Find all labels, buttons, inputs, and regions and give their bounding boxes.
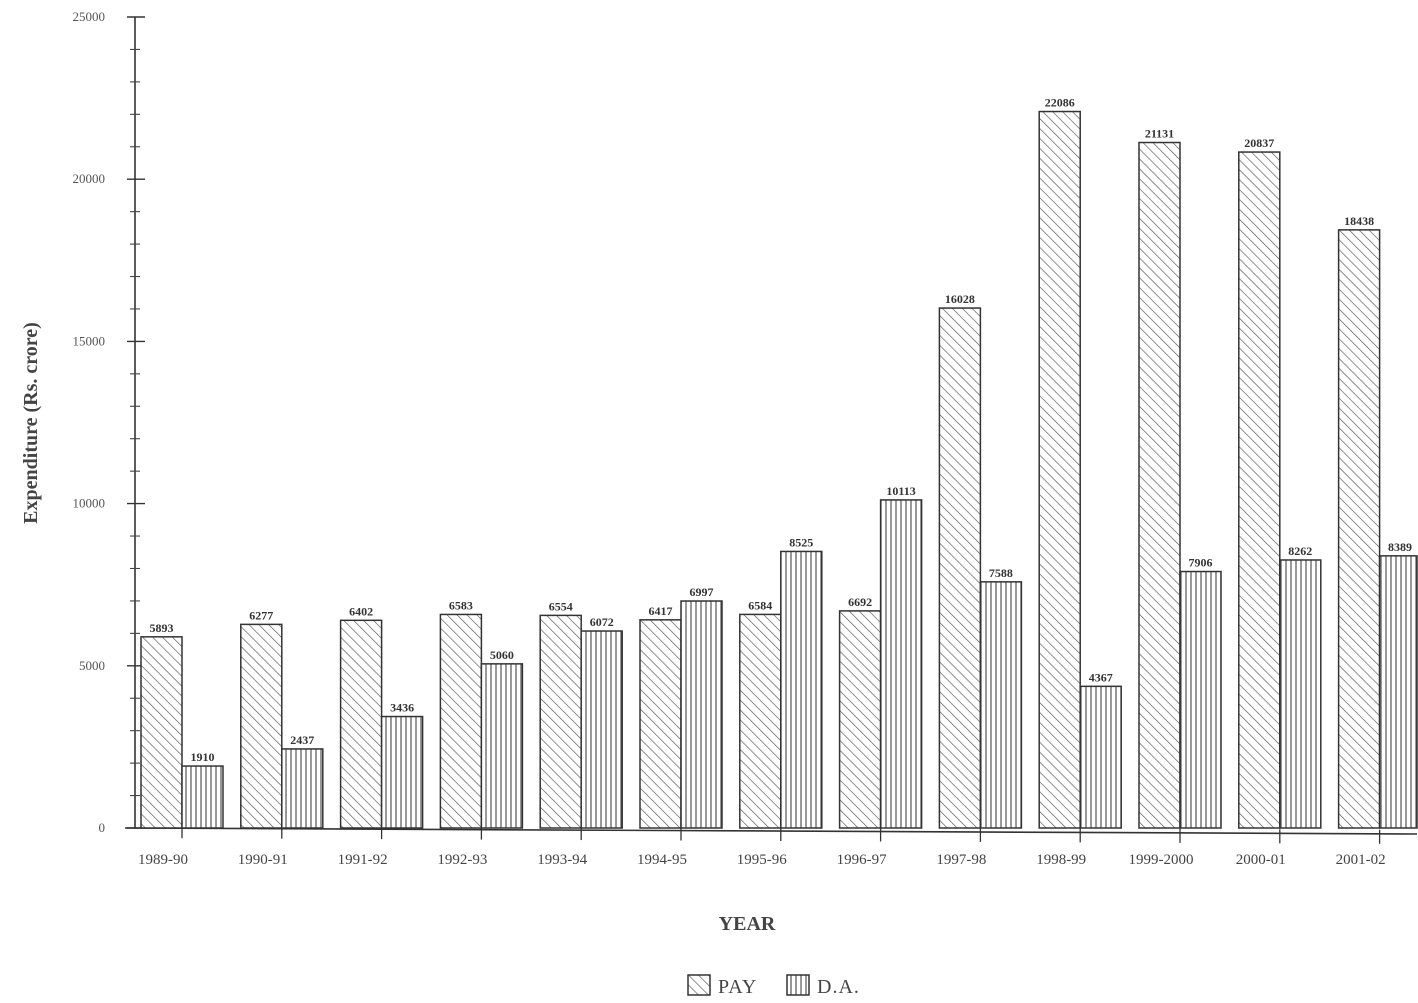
bar-pay [140,636,183,829]
data-label-pay: 21131 [1145,127,1174,141]
x-tick-label: 2001-02 [1336,852,1386,868]
bar-da [680,600,723,829]
y-tick-label: 10000 [73,496,106,511]
data-label-pay: 18438 [1344,214,1374,228]
data-label-da: 8525 [789,535,813,549]
bar-da [181,765,224,829]
data-label-pay: 6417 [649,604,673,618]
x-tick-label: 1989-90 [138,852,188,868]
data-label-pay: 6277 [249,608,273,622]
data-label-da: 10113 [886,484,915,498]
y-axis-title: Expenditure (Rs. crore) [20,322,42,524]
data-label-da: 8389 [1388,540,1412,554]
bar-pay [639,619,682,829]
x-tick-label: 1998-99 [1036,852,1086,868]
data-label-da: 4367 [1089,670,1113,684]
data-labels: 5893 6277 6402 6583 6554 6417 6584 6692 16028 220… [150,96,1413,765]
data-label-pay: 5893 [150,621,174,635]
x-axis: 1989-90 1990-91 1991-92 1992-93 1993-94 1994-… [124,824,1418,868]
bar-da [380,715,424,829]
bar-pay [1238,151,1281,829]
bar-pay [339,619,383,829]
x-tick-label: 1993-94 [537,852,587,868]
x-tick-label: 1992-93 [437,852,487,868]
data-label-da: 7906 [1189,556,1213,570]
bar-da [1279,559,1322,829]
bars [140,110,1418,829]
bar-pay [838,610,882,829]
data-label-da: 5060 [490,648,514,662]
x-tick-label: 1996-97 [837,852,887,868]
data-label-pay: 16028 [945,292,975,306]
data-label-pay: 6584 [748,598,772,612]
data-label-pay: 22086 [1045,96,1075,110]
data-label-pay: 6692 [848,595,872,609]
bar-pay [1337,229,1381,829]
y-tick-label: 25000 [73,9,106,24]
x-tick-label: 1991-92 [338,852,388,868]
x-tick-label: 1990-91 [238,852,288,868]
bar-da [1179,570,1222,829]
legend-label-da: D.A. [817,976,860,998]
x-axis-title: YEAR [719,913,776,935]
bar-pay [938,307,982,829]
data-label-pay: 20837 [1244,136,1274,150]
y-tick-label: 20000 [73,171,106,186]
bar-pay [1038,110,1081,829]
data-label-da: 6072 [590,615,614,629]
data-label-pay: 6554 [549,599,573,613]
legend-swatch-da [786,974,810,996]
bar-pay [439,613,483,829]
x-axis-line [124,827,1418,835]
bar-da [979,581,1023,829]
bar-pay [539,614,582,829]
legend-label-pay: PAY [718,976,757,998]
bar-da [580,630,623,829]
bar-da [780,550,823,829]
bar-da [1079,685,1122,829]
data-label-da: 1910 [191,750,215,764]
legend: PAY D.A. [687,974,860,998]
y-tick-label: 5000 [79,658,105,673]
bar-pay [739,613,782,829]
data-label-da: 7588 [989,566,1013,580]
y-tick-label: 0 [99,820,106,835]
data-label-da: 2437 [290,733,314,747]
x-tick-label: 1994-95 [637,852,687,868]
x-tick-label: 1999-2000 [1129,852,1194,868]
y-tick-label: 15000 [73,333,106,348]
x-tick-label: 1997-98 [936,852,986,868]
bar-da [480,663,524,829]
data-label-da: 6997 [690,585,714,599]
y-axis: 0 5000 10000 15000 20000 25000 [73,9,145,835]
x-tick-label: 1995-96 [737,852,787,868]
bar-da [281,748,324,829]
bar-da [1378,555,1418,829]
bar-pay [1138,141,1181,829]
data-label-da: 8262 [1288,544,1312,558]
data-label-pay: 6583 [449,598,473,612]
bar-pay [240,623,283,829]
x-tick-label: 2000-01 [1236,852,1286,868]
bar-da [879,499,923,829]
data-label-pay: 6402 [349,604,373,618]
data-label-da: 3436 [390,701,414,715]
legend-swatch-pay [687,974,711,996]
